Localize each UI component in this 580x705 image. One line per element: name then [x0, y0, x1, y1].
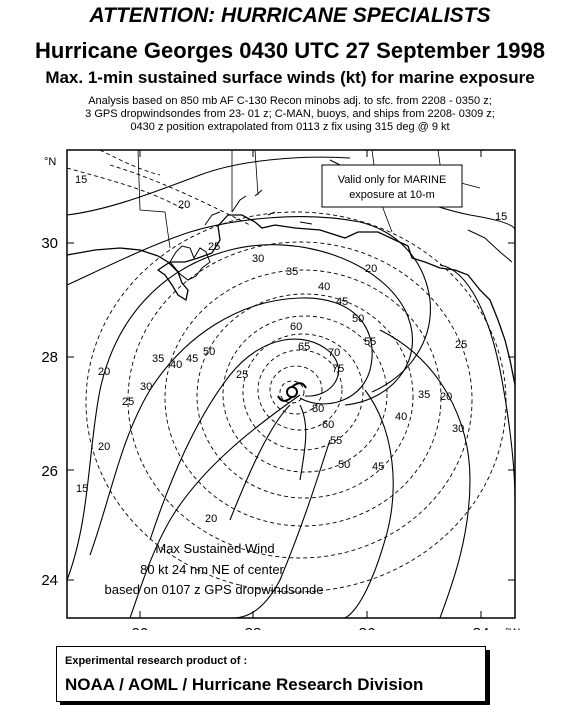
lat-label: 30 — [41, 235, 58, 252]
lon-unit-label: °W — [505, 627, 520, 630]
isotach-label: 60 — [290, 321, 302, 333]
isotach-label: 45 — [186, 353, 198, 365]
isotach-label: 25 — [455, 339, 467, 351]
lat-label: 24 — [41, 572, 58, 589]
isotach-label: 20 — [178, 199, 190, 211]
analysis-note-line-2: 3 GPS dropwindsondes from 23- 01 z; C-MA… — [85, 108, 495, 120]
isotach-label: 60 — [322, 419, 334, 431]
isotach-label: 35 — [286, 266, 298, 278]
isotach-label: 15 — [76, 483, 88, 495]
lon-label: 90 — [132, 625, 149, 630]
credit-line-2: NOAA / AOML / Hurricane Research Divisio… — [65, 675, 424, 694]
isotach-label: 30 — [452, 423, 464, 435]
analysis-note-line-1: Analysis based on 850 mb AF C-130 Recon … — [88, 95, 492, 107]
isotach-label: 20 — [365, 263, 377, 275]
isotach-label: 35 — [152, 353, 164, 365]
isotach-label: 45 — [372, 461, 384, 473]
credit-line-1: Experimental research product of : — [65, 655, 248, 667]
hurricane-center-icon — [277, 382, 307, 402]
isotach-label: 35 — [418, 389, 430, 401]
isotach-label: 40 — [395, 411, 407, 423]
subtitle: Max. 1-min sustained surface winds (kt) … — [45, 68, 535, 87]
isotach-label: 55 — [330, 435, 342, 447]
isotach-label: 40 — [170, 359, 182, 371]
mississippi-delta — [169, 245, 211, 281]
isotach-label: 20 — [205, 513, 217, 525]
lon-label: 86 — [359, 625, 376, 630]
barrier-islands — [204, 189, 313, 226]
isotach-label: 45 — [336, 296, 348, 308]
max-wind-line-1: Max Sustained Wind — [155, 541, 274, 556]
state-boundaries — [137, 150, 481, 249]
isotach-label: 15 — [495, 211, 507, 223]
isotach-label: 75 — [332, 363, 344, 375]
isotach-label: 20 — [98, 366, 110, 378]
longitude-labels: 90 88 86 84 — [132, 625, 490, 630]
valid-marine-box: Valid only for MARINE exposure at 10-m — [321, 164, 463, 208]
isotach-label: 70 — [328, 347, 340, 359]
isotach-label: 50 — [338, 459, 350, 471]
valid-box-line-1: Valid only for MARINE — [338, 174, 447, 186]
lat-ticks — [67, 242, 515, 581]
isotach-label: 25 — [236, 369, 248, 381]
isotach-label: 80 — [312, 403, 324, 415]
map-frame — [66, 149, 516, 619]
isotach-label: 55 — [364, 336, 376, 348]
isotach-label: 30 — [140, 381, 152, 393]
isotach-label: 65 — [298, 341, 310, 353]
max-wind-line-3: based on 0107 z GPS dropwindsonde — [105, 582, 324, 597]
isotach-label-group: 15 20 25 30 35 40 45 50 55 60 65 70 75 8… — [75, 174, 507, 525]
lat-label: 26 — [41, 463, 58, 480]
page-title: Hurricane Georges 0430 UTC 27 September … — [35, 38, 545, 63]
attention-heading: ATTENTION: HURRICANE SPECIALISTS — [89, 4, 491, 27]
max-wind-line-2: 80 kt 24 nm NE of center — [140, 562, 284, 577]
valid-box-line-2: exposure at 10-m — [349, 189, 435, 201]
lon-ticks — [139, 150, 482, 618]
analysis-note-line-3: 0430 z position extrapolated from 0113 z… — [130, 121, 450, 133]
lat-unit-label: °N — [44, 156, 56, 168]
isotachs — [67, 150, 507, 593]
isotach-label: 25 — [122, 396, 134, 408]
credit-box: Experimental research product of : NOAA … — [56, 646, 486, 702]
lon-label: 88 — [245, 625, 262, 630]
isotach-label: 40 — [318, 281, 330, 293]
isotach-label: 25 — [208, 241, 220, 253]
isotach-label: 20 — [440, 391, 452, 403]
max-wind-annotation: Max Sustained Wind 80 kt 24 nm NE of cen… — [105, 541, 324, 597]
isotach-label: 15 — [75, 174, 87, 186]
isotach-label: 50 — [203, 346, 215, 358]
isotach-label: 20 — [98, 441, 110, 453]
lon-label: 84 — [473, 625, 490, 630]
florida-peninsula — [467, 229, 513, 263]
isotach-label: 30 — [252, 253, 264, 265]
latitude-labels: 30 28 26 24 — [41, 235, 58, 589]
lat-label: 28 — [41, 349, 58, 366]
gulf-coastline — [67, 214, 515, 386]
wind-analysis-map: 15 20 25 30 35 40 45 50 55 60 65 70 75 8… — [41, 149, 520, 630]
isotach-label: 50 — [352, 313, 364, 325]
